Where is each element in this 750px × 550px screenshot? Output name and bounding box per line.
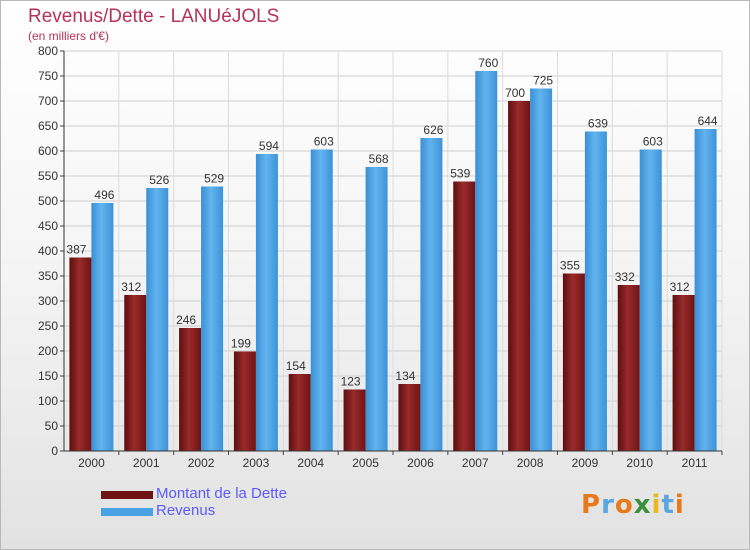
y-tick-label: 0 xyxy=(51,444,58,458)
x-tick-label: 2002 xyxy=(188,456,215,470)
y-tick-label: 550 xyxy=(38,169,58,183)
data-label-debt: 246 xyxy=(176,313,196,327)
bar-revenus xyxy=(365,167,388,451)
bar-revenus xyxy=(584,131,607,451)
bar-revenus xyxy=(201,186,224,451)
bar-revenus xyxy=(310,149,333,451)
data-label-debt: 199 xyxy=(231,337,251,351)
data-label-revenus: 644 xyxy=(698,114,718,128)
bar-debt xyxy=(124,295,147,451)
data-label-debt: 123 xyxy=(341,375,361,389)
logo-letter: t xyxy=(661,490,675,520)
data-label-revenus: 496 xyxy=(94,188,114,202)
data-label-revenus: 603 xyxy=(643,135,663,149)
bar-revenus xyxy=(639,149,662,451)
x-tick-label: 2003 xyxy=(243,456,270,470)
data-label-debt: 332 xyxy=(615,270,635,284)
data-label-debt: 312 xyxy=(670,280,690,294)
bar-debt xyxy=(672,295,695,451)
bar-debt xyxy=(343,389,366,451)
bar-revenus xyxy=(475,71,498,451)
y-tick-label: 600 xyxy=(38,144,58,158)
y-tick-label: 300 xyxy=(38,294,58,308)
grid-layer xyxy=(63,50,723,452)
data-label-revenus: 603 xyxy=(314,135,334,149)
x-tick-label: 2011 xyxy=(682,456,708,470)
data-label-debt: 134 xyxy=(395,369,415,383)
bar-debt xyxy=(69,257,92,451)
x-tick-label: 2001 xyxy=(133,456,160,470)
data-label-debt: 312 xyxy=(121,280,141,294)
data-label-revenus: 626 xyxy=(423,123,443,137)
data-label-debt: 154 xyxy=(286,359,306,373)
bar-debt xyxy=(562,273,585,451)
data-label-revenus: 725 xyxy=(533,74,553,88)
data-label-debt: 700 xyxy=(505,86,525,100)
y-tick-label: 700 xyxy=(38,94,58,108)
chart-title: Revenus/Dette - LANUéJOLS xyxy=(28,6,280,27)
bar-revenus xyxy=(146,188,169,451)
y-tick-label: 50 xyxy=(45,419,59,433)
data-label-revenus: 594 xyxy=(259,139,279,153)
y-tick-label: 350 xyxy=(38,269,58,283)
y-tick-label: 400 xyxy=(38,244,58,258)
x-tick-label: 2007 xyxy=(462,456,489,470)
logo-letter: x xyxy=(633,490,652,520)
proxiti-logo: Proxiti xyxy=(581,490,685,520)
chart-subtitle: (en milliers d'€) xyxy=(28,29,109,43)
x-tick-label: 2005 xyxy=(352,456,379,470)
x-tick-label: 2004 xyxy=(297,456,324,470)
y-tick-label: 500 xyxy=(38,194,58,208)
bar-debt xyxy=(453,181,476,451)
bar-debt xyxy=(398,384,421,451)
legend-swatch-debt xyxy=(101,491,153,499)
bar-revenus xyxy=(255,154,278,451)
bar-debt xyxy=(617,285,640,451)
x-tick-label: 2009 xyxy=(572,456,599,470)
y-tick-label: 150 xyxy=(38,369,58,383)
legend-swatch-revenus xyxy=(101,508,153,516)
data-label-revenus: 760 xyxy=(478,56,498,70)
logo-letter: i xyxy=(651,490,662,520)
x-tick-label: 2010 xyxy=(626,456,653,470)
data-label-revenus: 639 xyxy=(588,117,608,131)
logo-letter: o xyxy=(614,490,634,520)
data-label-debt: 387 xyxy=(66,243,86,257)
legend-label-debt: Montant de la Dette xyxy=(156,485,287,502)
y-tick-label: 800 xyxy=(38,44,58,58)
bar-revenus xyxy=(91,203,114,451)
bar-debt xyxy=(179,328,202,451)
y-tick-label: 650 xyxy=(38,119,58,133)
data-label-revenus: 568 xyxy=(369,152,389,166)
data-label-revenus: 526 xyxy=(149,173,169,187)
y-tick-label: 250 xyxy=(38,319,58,333)
legend-label-revenus: Revenus xyxy=(156,502,216,519)
x-tick-label: 2000 xyxy=(78,456,105,470)
bar-revenus xyxy=(530,88,553,451)
bar-revenus xyxy=(694,129,717,451)
data-label-debt: 539 xyxy=(450,167,470,181)
bar-debt xyxy=(288,374,311,451)
bars-layer xyxy=(69,71,717,451)
logo-letter: i xyxy=(674,490,685,520)
axis-layer: 0 50 100 150 200 250 300 350 400 450 500 550 600 650 7… xyxy=(38,44,723,470)
bar-debt xyxy=(508,101,531,451)
y-tick-label: 750 xyxy=(38,69,58,83)
data-label-revenus: 529 xyxy=(204,172,224,186)
bar-revenus xyxy=(420,138,443,451)
logo-letter: P xyxy=(581,490,602,520)
x-tick-label: 2008 xyxy=(517,456,544,470)
labels-layer: 387 496 312 526 246 529 199 594 154 603 123 568 134 6… xyxy=(66,56,718,389)
y-tick-label: 450 xyxy=(38,219,58,233)
logo-letter: r xyxy=(601,490,615,520)
bar-debt xyxy=(233,351,256,451)
data-label-debt: 355 xyxy=(560,259,580,273)
y-tick-label: 100 xyxy=(38,394,58,408)
x-tick-label: 2006 xyxy=(407,456,434,470)
y-tick-label: 200 xyxy=(38,344,58,358)
